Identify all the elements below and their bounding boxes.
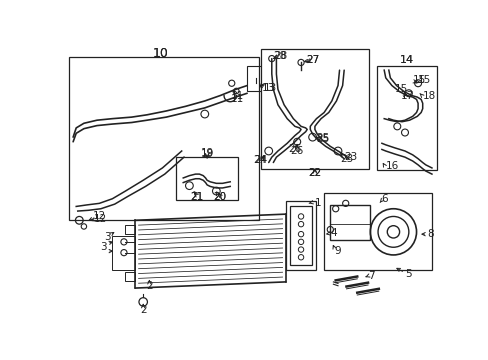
Text: 1: 1 — [314, 198, 321, 208]
Text: 21: 21 — [190, 192, 203, 202]
Text: 15: 15 — [412, 75, 425, 85]
Text: 27: 27 — [305, 55, 319, 65]
Text: 23: 23 — [340, 154, 353, 164]
Bar — [290, 206, 311, 265]
Text: 22: 22 — [307, 167, 321, 177]
Text: 24: 24 — [254, 155, 267, 165]
Text: 13: 13 — [263, 83, 276, 93]
Text: 24: 24 — [252, 155, 265, 165]
Text: 20: 20 — [213, 192, 226, 202]
Text: 12: 12 — [93, 211, 106, 221]
Text: 13: 13 — [262, 83, 275, 93]
Text: 4: 4 — [329, 228, 336, 238]
Text: 27: 27 — [306, 55, 319, 65]
Text: 26: 26 — [290, 146, 303, 156]
Text: 11: 11 — [231, 91, 244, 100]
Text: 14: 14 — [399, 55, 413, 65]
Bar — [261, 49, 368, 169]
Text: 2: 2 — [146, 281, 152, 291]
Text: 25: 25 — [315, 133, 328, 143]
Text: 22: 22 — [307, 167, 321, 177]
Text: 16: 16 — [385, 161, 398, 171]
Text: 12: 12 — [94, 214, 107, 224]
Bar — [68, 57, 259, 220]
Text: 10: 10 — [153, 47, 168, 60]
Text: 19: 19 — [200, 148, 213, 158]
Text: 14: 14 — [399, 55, 413, 65]
Bar — [376, 66, 436, 170]
Bar — [124, 272, 135, 281]
Bar — [112, 236, 135, 270]
Text: 19: 19 — [200, 149, 213, 159]
Text: 2: 2 — [140, 305, 146, 315]
Text: 20: 20 — [213, 192, 226, 202]
Text: 15: 15 — [417, 75, 430, 85]
Text: 28: 28 — [272, 51, 285, 61]
Text: 21: 21 — [190, 192, 203, 202]
Bar — [285, 201, 316, 270]
Text: 8: 8 — [426, 229, 433, 239]
Text: 7: 7 — [368, 271, 374, 281]
Bar — [329, 205, 369, 239]
Text: 23: 23 — [344, 152, 357, 162]
Bar — [246, 66, 264, 91]
Text: 15: 15 — [394, 84, 407, 94]
Text: 6: 6 — [380, 194, 386, 204]
Bar — [176, 157, 238, 200]
Text: 26: 26 — [287, 144, 301, 154]
Text: 5: 5 — [405, 269, 411, 279]
Text: 11: 11 — [231, 94, 244, 104]
Text: 10: 10 — [153, 47, 168, 60]
Text: 18: 18 — [422, 91, 435, 100]
Bar — [124, 225, 135, 234]
Text: 28: 28 — [274, 50, 287, 60]
Text: 9: 9 — [334, 246, 341, 256]
Bar — [324, 193, 431, 270]
Text: 3: 3 — [100, 242, 106, 252]
Text: 17: 17 — [400, 91, 413, 100]
Text: 25: 25 — [315, 134, 328, 144]
Text: 3: 3 — [103, 232, 110, 242]
